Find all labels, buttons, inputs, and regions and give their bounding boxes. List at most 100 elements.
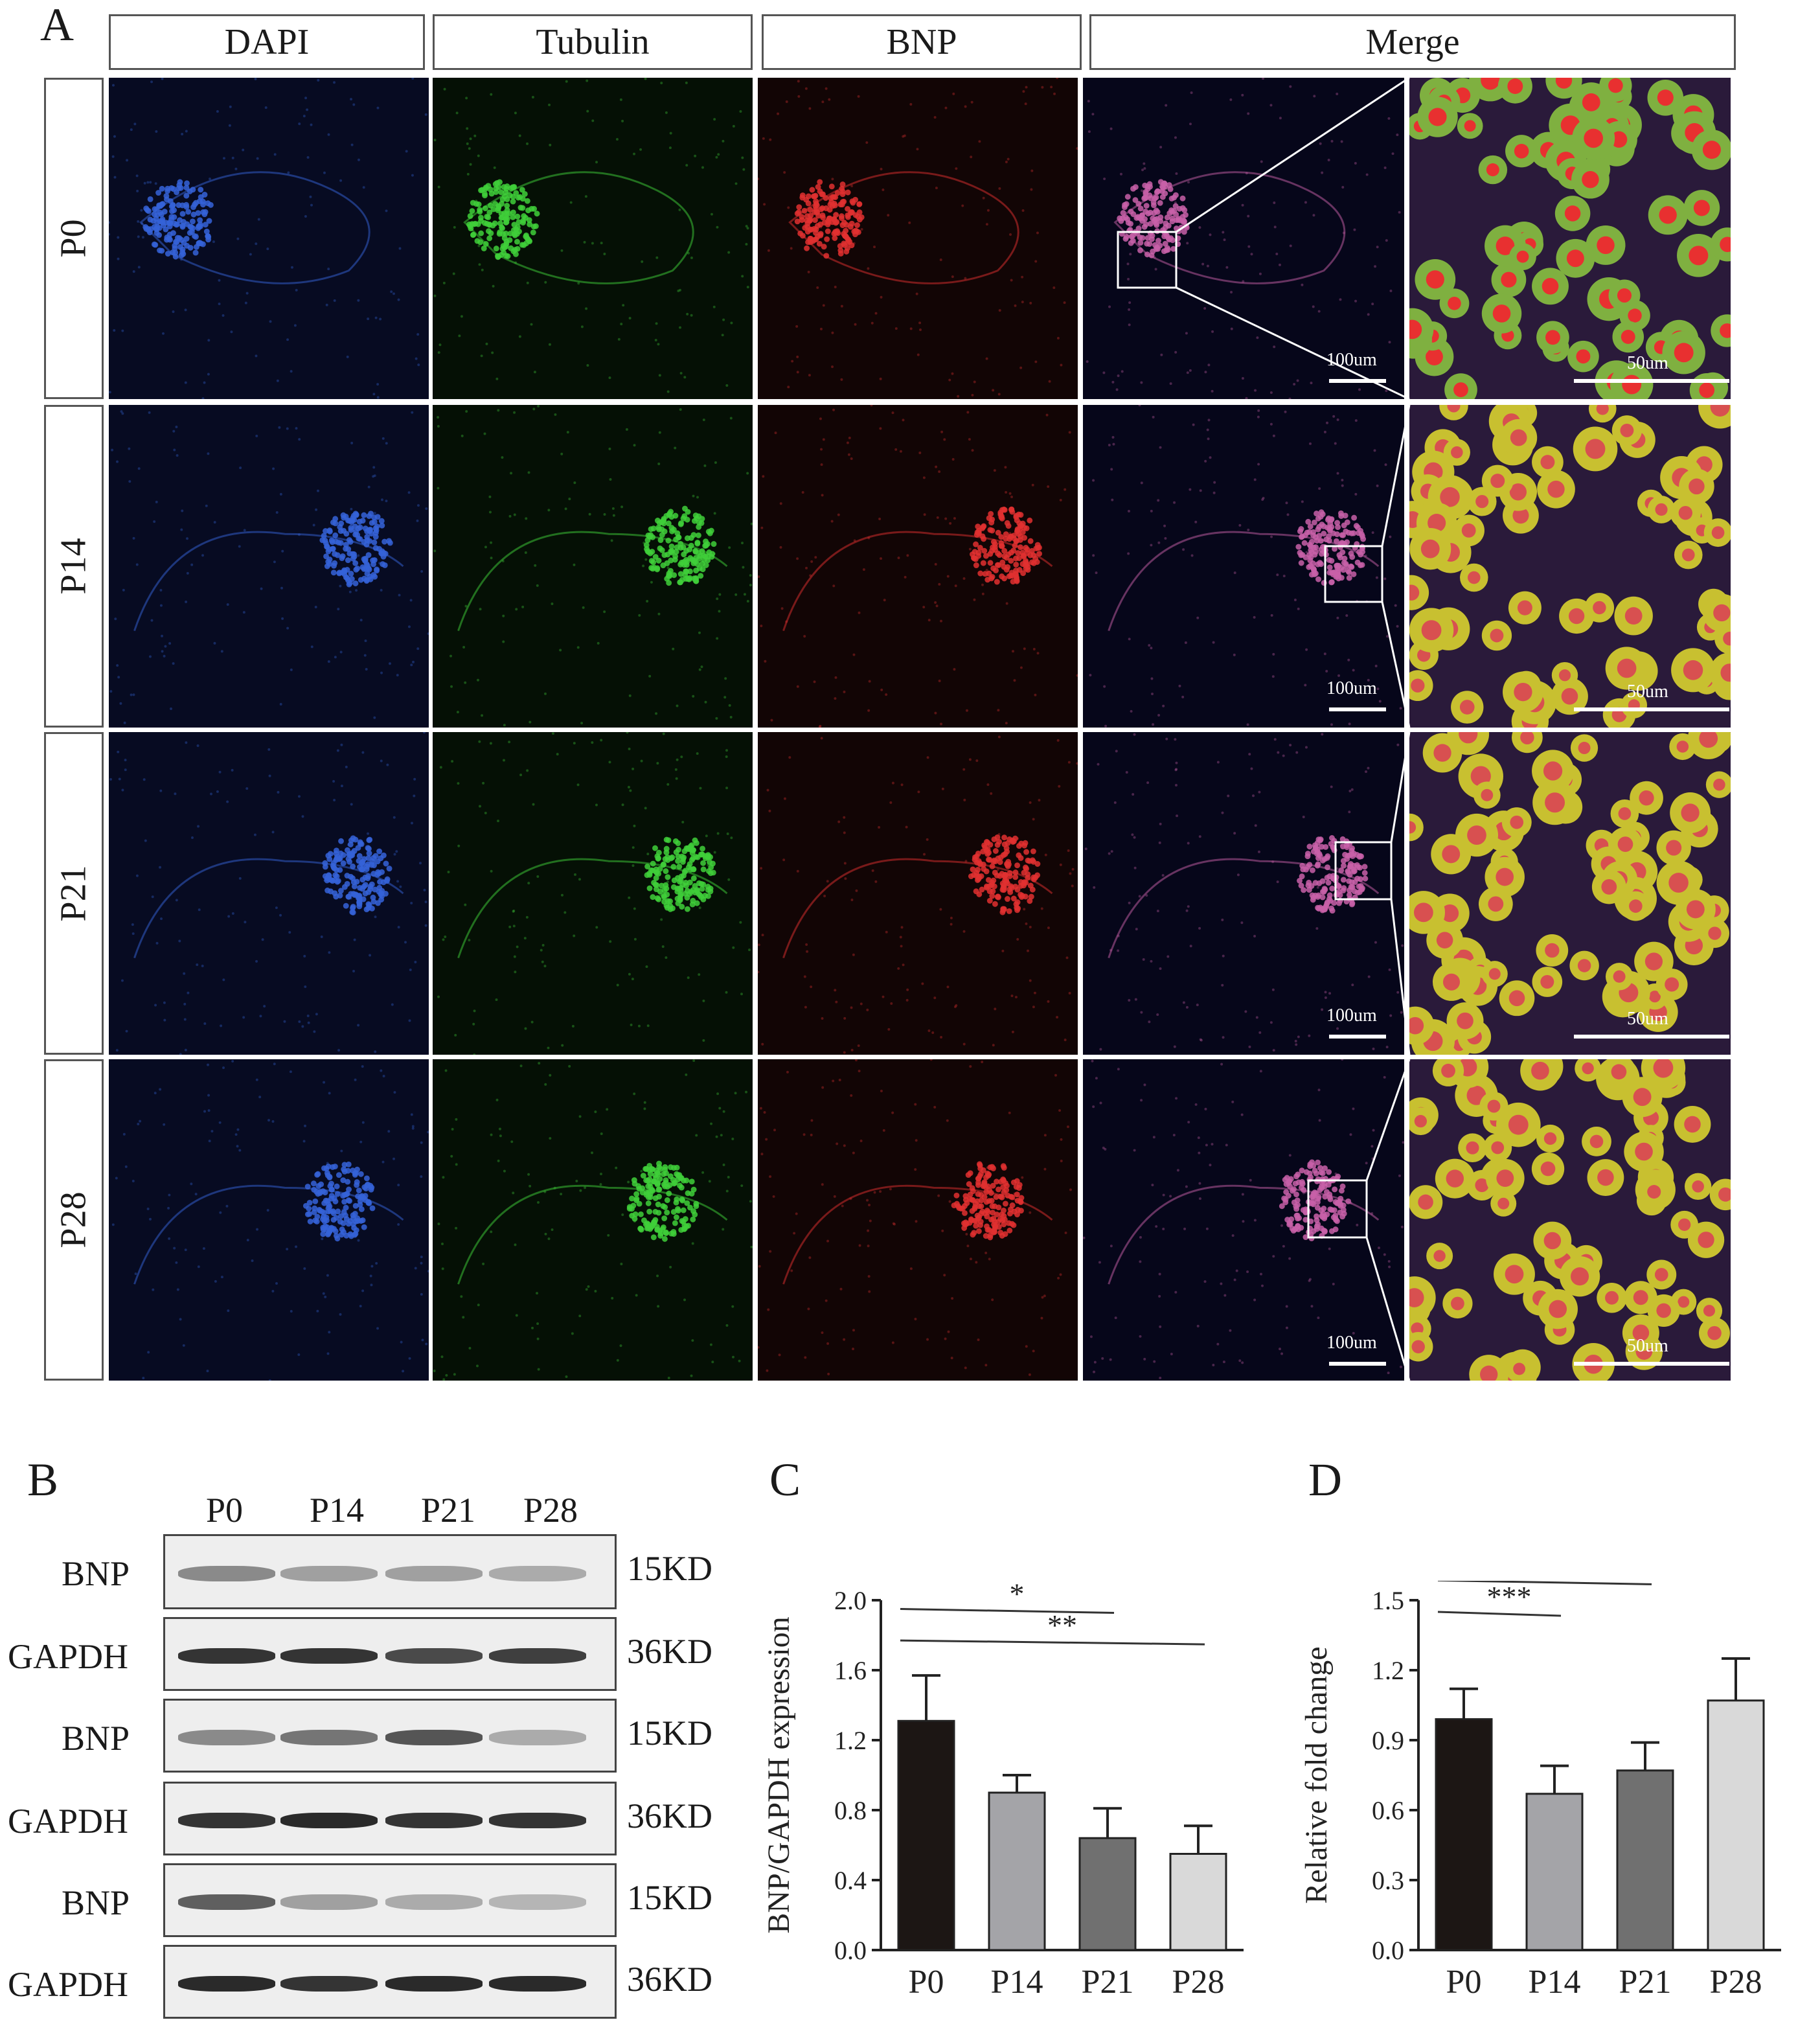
blot-kd-label: 36KD xyxy=(627,1797,712,1835)
y-tick-label: 1.2 xyxy=(1372,1656,1404,1685)
micrograph-tubulin-p21 xyxy=(433,732,753,1055)
blot-strip-2 xyxy=(163,1617,617,1691)
lane-label-p14: P14 xyxy=(310,1491,365,1530)
significance-label: ** xyxy=(1047,1609,1077,1642)
y-tick-label: 2.0 xyxy=(834,1586,867,1615)
micrograph-dapi-p28 xyxy=(109,1059,429,1381)
blot-band xyxy=(489,1976,586,1992)
blot-band xyxy=(489,1730,586,1746)
blot-band xyxy=(178,1813,275,1829)
blot-row-label: GAPDH xyxy=(8,1965,129,2004)
blot-band xyxy=(489,1894,586,1911)
blot-strip-3 xyxy=(163,1699,617,1773)
blot-row-label: BNP xyxy=(61,1719,130,1758)
bar xyxy=(1435,1718,1493,1951)
blot-band xyxy=(385,1730,483,1746)
x-tick-label: P28 xyxy=(1710,1964,1762,2001)
micrograph-bnp-p14 xyxy=(758,405,1078,728)
micrograph-zoom-p0 xyxy=(1409,78,1731,399)
scale-bar-zoom-p21 xyxy=(1574,1035,1729,1039)
blot-band xyxy=(489,1648,586,1664)
panel-b-letter: B xyxy=(27,1454,59,1506)
blot-band xyxy=(385,1894,483,1911)
bar xyxy=(1525,1793,1584,1951)
bar xyxy=(1616,1769,1674,1951)
micrograph-merge-p0 xyxy=(1083,78,1404,399)
x-tick-label: P21 xyxy=(1619,1964,1672,2001)
x-tick-label: P28 xyxy=(1172,1964,1225,2001)
y-tick-label: 0.0 xyxy=(834,1936,867,1965)
zoom-box-p14 xyxy=(1324,545,1383,603)
panel-a-letter: A xyxy=(40,0,74,51)
blot-kd-label: 15KD xyxy=(627,1714,712,1752)
significance-line xyxy=(1437,1579,1652,1585)
significance-line xyxy=(1437,1611,1562,1617)
blot-band xyxy=(280,1813,378,1829)
micrograph-merge-p14 xyxy=(1083,405,1404,728)
micrograph-bnp-p0 xyxy=(758,78,1078,399)
blot-row-label: GAPDH xyxy=(8,1637,129,1676)
x-tick-label: P14 xyxy=(1529,1964,1581,2001)
micrograph-bnp-p28 xyxy=(758,1059,1078,1381)
y-tick-label: 1.2 xyxy=(834,1726,867,1755)
blot-row-label: BNP xyxy=(61,1883,130,1922)
column-header-tubulin: Tubulin xyxy=(433,14,753,70)
micrograph-zoom-p28 xyxy=(1409,1059,1731,1381)
blot-kd-label: 36KD xyxy=(627,1632,712,1671)
x-tick-label: P0 xyxy=(909,1964,944,2001)
blot-kd-label: 36KD xyxy=(627,1960,712,1999)
blot-band xyxy=(178,1730,275,1746)
row-label-p14: P14 xyxy=(44,405,104,728)
y-tick-label: 0.3 xyxy=(1372,1866,1404,1895)
scale-bar-zoom-p28 xyxy=(1574,1362,1729,1366)
blot-kd-label: 15KD xyxy=(627,1549,712,1588)
scale-label-zoom-p21: 50um xyxy=(1627,1009,1668,1029)
blot-band xyxy=(489,1566,586,1582)
row-label-p0: P0 xyxy=(44,78,104,399)
micrograph-tubulin-p0 xyxy=(433,78,753,399)
bar-chart-d: 0.0 0.3 0.6 0.9 1.2 1.5 Relative fold change P0… xyxy=(1289,1548,1807,2038)
blot-band xyxy=(280,1730,378,1746)
lane-label-p0: P0 xyxy=(206,1491,244,1530)
blot-band xyxy=(280,1894,378,1911)
lane-label-p21: P21 xyxy=(421,1491,476,1530)
scale-bar-zoom-p14 xyxy=(1574,707,1729,711)
bar-chart-c: 0.0 0.4 0.8 1.2 1.6 2.0 BNP/GAPDH expression P0… xyxy=(751,1578,1269,2038)
scale-bar-merge-p0 xyxy=(1329,379,1386,383)
y-axis-label: BNP/GAPDH expression xyxy=(762,1616,796,1933)
zoom-box-p28 xyxy=(1307,1179,1368,1239)
scale-bar-merge-p21 xyxy=(1329,1035,1386,1039)
micrograph-tubulin-p14 xyxy=(433,405,753,728)
micrograph-dapi-p14 xyxy=(109,405,429,728)
x-tick-label: P14 xyxy=(991,1964,1043,2001)
significance-label: *** xyxy=(1487,1581,1532,1613)
micrograph-dapi-p21 xyxy=(109,732,429,1055)
blot-band xyxy=(280,1566,378,1582)
blot-band xyxy=(385,1566,483,1582)
y-tick-label: 1.6 xyxy=(834,1656,867,1685)
row-label-p21: P21 xyxy=(44,732,104,1055)
micrograph-zoom-p14 xyxy=(1409,405,1731,728)
significance-line xyxy=(900,1639,1205,1646)
blot-strip-6 xyxy=(163,1945,617,2019)
bar xyxy=(1078,1837,1137,1951)
panel-c-letter: C xyxy=(769,1454,801,1506)
y-axis-label: Relative fold change xyxy=(1299,1646,1334,1903)
micrograph-merge-p21 xyxy=(1083,732,1404,1055)
bar xyxy=(988,1791,1046,1951)
y-tick-label: 0.0 xyxy=(1372,1936,1404,1965)
scale-label-zoom-p0: 50um xyxy=(1627,353,1668,373)
bar xyxy=(897,1719,955,1951)
blot-strip-5 xyxy=(163,1863,617,1937)
significance-line xyxy=(900,1608,1115,1614)
micrograph-dapi-p0 xyxy=(109,78,429,399)
y-tick-label: 1.5 xyxy=(1372,1586,1404,1615)
blot-row-label: BNP xyxy=(61,1554,130,1593)
lane-label-p28: P28 xyxy=(523,1491,578,1530)
zoom-box-p21 xyxy=(1334,841,1393,901)
y-tick-label: 0.8 xyxy=(834,1796,867,1825)
y-tick-label: 0.4 xyxy=(834,1866,867,1895)
blot-strip-1 xyxy=(163,1534,617,1609)
x-tick-label: P21 xyxy=(1082,1964,1134,2001)
column-header-bnp: BNP xyxy=(762,14,1082,70)
